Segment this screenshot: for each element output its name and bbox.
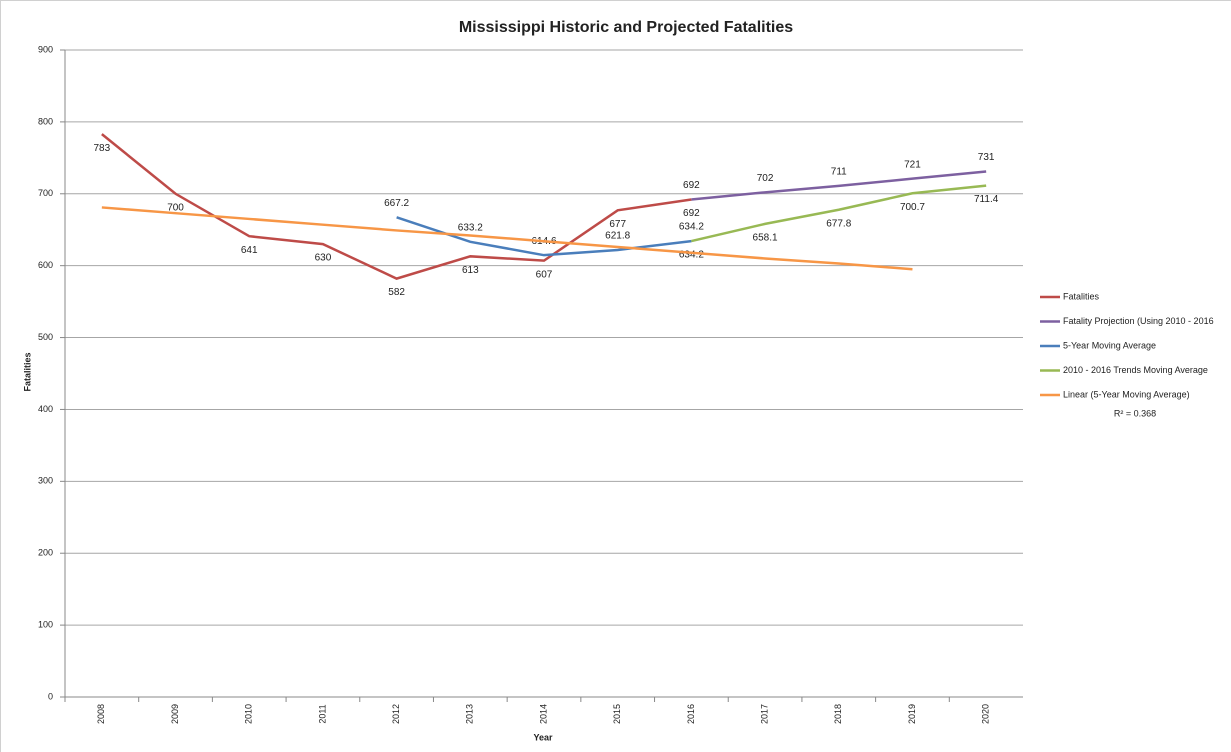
data-label: 700 [167, 202, 184, 213]
series-line [691, 170, 987, 201]
data-label: 692 [683, 180, 700, 191]
legend-label: 5-Year Moving Average [1063, 340, 1156, 350]
x-tick-label: 2018 [833, 704, 843, 724]
data-label: 692 [683, 208, 700, 219]
y-tick-label: 200 [38, 548, 53, 558]
y-tick-label: 700 [38, 188, 53, 198]
x-tick-label: 2008 [96, 704, 106, 724]
data-label: 633.2 [458, 222, 483, 233]
y-tick-label: 600 [38, 260, 53, 270]
data-label: 677.8 [826, 218, 851, 229]
y-tick-label: 100 [38, 619, 53, 629]
data-label: 783 [94, 143, 111, 154]
y-axis-title: Fatalities [22, 352, 32, 391]
data-label: 621.8 [605, 231, 630, 242]
data-label: 634.2 [679, 222, 704, 233]
y-tick-label: 500 [38, 332, 53, 342]
data-label: 731 [978, 152, 995, 163]
x-tick-label: 2015 [612, 704, 622, 724]
trendline-r2: R² = 0.368 [1114, 408, 1156, 418]
legend-label: Linear (5-Year Moving Average) [1063, 389, 1190, 399]
x-tick-label: 2011 [317, 704, 327, 723]
data-label: 667.2 [384, 198, 409, 209]
x-tick-label: 2017 [759, 704, 769, 724]
data-label: 641 [241, 245, 258, 256]
y-tick-label: 900 [38, 44, 53, 54]
x-tick-label: 2016 [686, 704, 696, 724]
y-tick-label: 300 [38, 476, 53, 486]
y-tick-label: 800 [38, 116, 53, 126]
data-label: 658.1 [753, 233, 778, 244]
data-label: 702 [757, 173, 774, 184]
series-line [691, 184, 987, 243]
data-label: 711.4 [974, 194, 999, 205]
x-tick-label: 2009 [170, 704, 180, 724]
x-tick-label: 2020 [981, 704, 991, 724]
legend-label: Fatalities [1063, 291, 1100, 301]
data-label: 711 [831, 167, 847, 178]
x-tick-label: 2014 [538, 704, 548, 724]
legend-label: 2010 - 2016 Trends Moving Average [1063, 365, 1208, 375]
series-line [101, 206, 913, 271]
x-tick-label: 2013 [465, 704, 475, 724]
data-label: 582 [388, 287, 405, 298]
chart-title: Mississippi Historic and Projected Fatal… [459, 19, 793, 36]
data-label: 607 [536, 269, 553, 280]
data-label: 634.2 [679, 250, 704, 261]
y-tick-label: 400 [38, 404, 53, 414]
data-label: 677 [609, 219, 626, 230]
x-tick-label: 2010 [244, 704, 254, 724]
y-tick-label: 0 [48, 691, 53, 701]
legend-label: Fatality Projection (Using 2010 - 2016 [1063, 316, 1214, 326]
data-label: 630 [315, 253, 332, 264]
x-tick-label: 2012 [391, 704, 401, 724]
data-label: 721 [904, 159, 921, 170]
data-label: 700.7 [900, 202, 925, 213]
data-label: 613 [462, 265, 479, 276]
x-axis-title: Year [533, 732, 553, 742]
series-line [101, 133, 692, 280]
x-tick-label: 2019 [907, 704, 917, 724]
